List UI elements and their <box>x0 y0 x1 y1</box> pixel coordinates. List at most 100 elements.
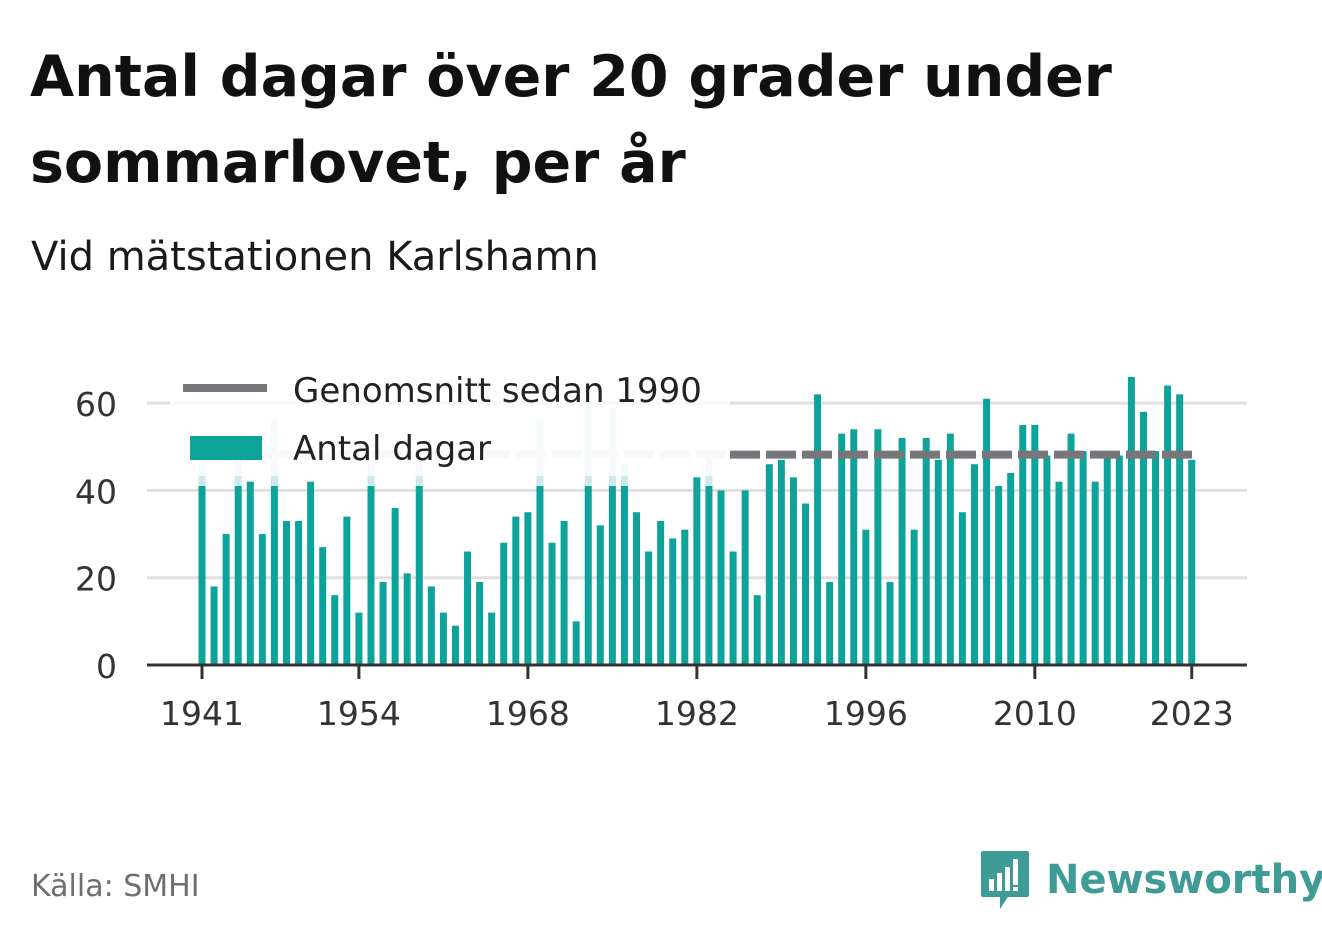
bar-1997 <box>874 429 882 665</box>
legend: Genomsnitt sedan 1990 Antal dagar <box>170 366 730 476</box>
bar-1941 <box>198 486 206 665</box>
bar-1993 <box>826 582 834 665</box>
bar-2018 <box>1127 376 1135 665</box>
bar-2011 <box>1043 455 1051 665</box>
bar-1960 <box>427 586 435 665</box>
bar-1996 <box>862 529 870 665</box>
bar-1955 <box>367 486 375 665</box>
bar-1994 <box>838 433 846 665</box>
x-tick-label: 1968 <box>486 694 570 733</box>
brand-name: Newsworthy <box>1046 857 1322 903</box>
bar-1942 <box>210 586 218 665</box>
bar-1988 <box>765 464 773 665</box>
bar-1968 <box>524 512 532 665</box>
bar-1944 <box>234 486 242 665</box>
bar-1990 <box>789 477 797 665</box>
bar-1995 <box>850 429 858 665</box>
bar-1992 <box>814 394 822 665</box>
bar-2014 <box>1079 451 1087 665</box>
bar-1987 <box>753 595 761 665</box>
bar-2015 <box>1091 481 1099 665</box>
bar-1965 <box>488 612 496 665</box>
bar-1989 <box>777 459 785 665</box>
bar-1976 <box>620 486 628 665</box>
bar-1959 <box>415 486 423 665</box>
bar-2001 <box>922 438 930 665</box>
bar-2003 <box>946 433 954 665</box>
bar-1966 <box>500 542 508 665</box>
bar-1985 <box>729 551 737 665</box>
bar-2002 <box>934 459 942 665</box>
bar-1947 <box>270 486 278 665</box>
bar-2000 <box>910 529 918 665</box>
x-tick-label: 1996 <box>824 694 908 733</box>
bar-1953 <box>343 516 351 665</box>
bar-1963 <box>464 551 472 665</box>
bar-1974 <box>596 525 604 665</box>
bars <box>198 376 1196 665</box>
bar-1973 <box>584 486 592 665</box>
bar-2017 <box>1115 455 1123 665</box>
bar-1998 <box>886 582 894 665</box>
bar-2016 <box>1103 455 1111 665</box>
y-tick-label: 40 <box>75 472 117 511</box>
bar-1958 <box>403 573 411 665</box>
bar-1946 <box>258 534 266 665</box>
bar-1962 <box>451 625 459 665</box>
bar-2005 <box>970 464 978 665</box>
bar-1952 <box>331 595 339 665</box>
legend-label-bars: Antal dagar <box>293 429 491 469</box>
bar-1986 <box>741 490 749 665</box>
bar-1982 <box>693 477 701 665</box>
bar-2022 <box>1176 394 1184 665</box>
bar-2010 <box>1031 424 1039 665</box>
bar-1967 <box>512 516 520 665</box>
bar-1948 <box>282 520 290 665</box>
bar-2007 <box>995 486 1003 665</box>
bar-2019 <box>1139 411 1147 665</box>
brand-logo[interactable]: Newsworthy <box>980 848 1322 912</box>
bar-1943 <box>222 534 230 665</box>
bar-2009 <box>1019 424 1027 665</box>
bar-1970 <box>548 542 556 665</box>
legend-swatch-bars <box>190 436 262 460</box>
bar-1991 <box>802 503 809 665</box>
bar-1981 <box>681 529 689 665</box>
bar-1971 <box>560 520 568 665</box>
chart-subtitle: Vid mätstationen Karlshamn <box>31 234 599 280</box>
x-tick-label: 2023 <box>1150 694 1234 733</box>
bar-1980 <box>669 538 677 665</box>
x-tick-label: 1954 <box>317 694 401 733</box>
bar-1999 <box>898 438 906 665</box>
source-note: Källa: SMHI <box>31 869 200 904</box>
y-tick-label: 0 <box>96 647 117 686</box>
bar-1945 <box>246 481 254 665</box>
y-tick-label: 20 <box>75 560 117 599</box>
bar-1949 <box>295 520 303 665</box>
chart-title: Antal dagar över 20 grader under sommarl… <box>30 44 1112 196</box>
x-tick-label: 1941 <box>160 694 244 733</box>
bar-1951 <box>319 547 327 665</box>
bar-1957 <box>391 507 399 665</box>
bar-1975 <box>608 486 616 665</box>
x-tick-label: 1982 <box>655 694 739 733</box>
bar-1961 <box>439 612 447 665</box>
bar-2021 <box>1164 385 1172 665</box>
bar-1950 <box>307 481 315 665</box>
axis-ticks: 0 20 40 60 1941 1954 1968 1982 1996 2010 2023 <box>75 385 1247 733</box>
bar-1969 <box>536 486 544 665</box>
legend-label-average: Genomsnitt sedan 1990 <box>293 371 702 411</box>
bar-2020 <box>1152 451 1160 665</box>
bar-1954 <box>355 612 363 665</box>
x-tick-label: 2010 <box>993 694 1077 733</box>
bar-1977 <box>633 512 641 665</box>
bar-1978 <box>645 551 653 665</box>
bar-1956 <box>379 582 387 665</box>
bar-2004 <box>958 512 966 665</box>
bar-1983 <box>705 486 713 665</box>
bar-2006 <box>983 398 991 665</box>
bar-1984 <box>717 490 725 665</box>
bar-2013 <box>1067 433 1075 665</box>
bar-1979 <box>657 520 665 665</box>
